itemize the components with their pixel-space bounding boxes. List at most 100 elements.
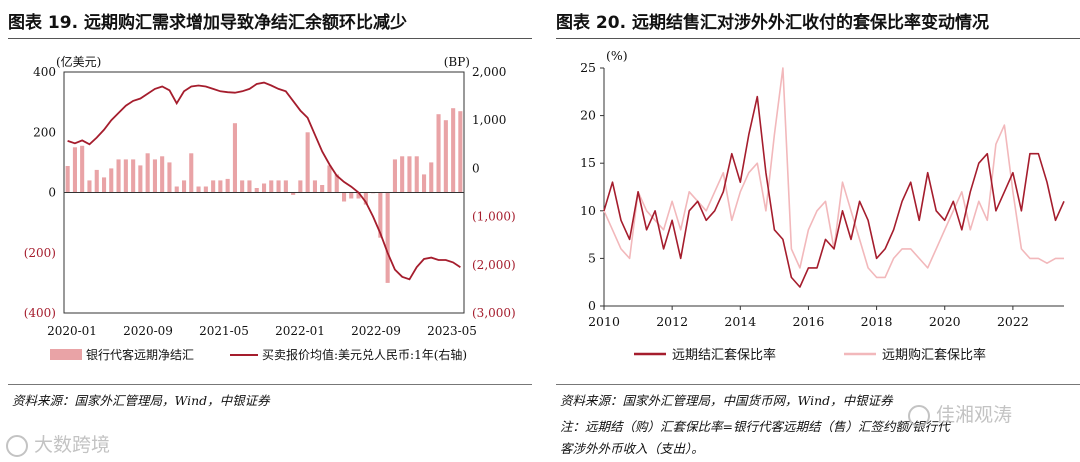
right-chart: 0 5 10 15 20 25 (%) 2010 2012 2014 2016 2018 2020 202… [580,48,1065,363]
left-source: 资料来源：国家外汇管理局，Wind，中银证券 [12,393,270,408]
right-x-tick-label: 2014 [724,314,756,329]
bar-net-forward-settlement [182,180,187,193]
x-tick-label: 2022-01 [275,324,325,338]
x-tick-label: 2020-01 [47,324,97,338]
bar-net-forward-settlement [160,156,165,193]
right-watermark-text: 佳湘观涛 [936,404,1013,426]
left-y-tick-label: 400 [33,65,56,79]
bar-net-forward-settlement [298,180,303,193]
left-watermark-text: 大数跨境 [34,434,111,456]
brand-logo-icon [6,434,28,457]
left-y-tick-label: 200 [33,125,56,139]
bar-net-forward-settlement [291,192,296,195]
bar-net-forward-settlement [240,180,245,193]
left-title-rule [8,38,532,39]
bar-net-forward-settlement [378,192,383,238]
bar-net-forward-settlement [167,162,172,193]
right-y-tick-label: 0 [472,161,480,175]
bar-net-forward-settlement [269,180,274,193]
bar-net-forward-settlement [356,192,361,199]
right-x-tick-label: 2012 [656,314,688,329]
left-y-tick-label: (200) [24,246,56,260]
right-y-tick-label: 5 [588,250,596,265]
bar-net-forward-settlement [138,165,143,193]
bar-net-forward-settlement [320,185,325,193]
right-y-tick-label: 20 [580,108,596,123]
right-y-tick-label: (1,000) [472,210,516,224]
left-axis-unit: (亿美元) [56,54,101,69]
bar-net-forward-settlement [254,188,259,193]
right-source: 资料来源：国家外汇管理局，中国货币网，Wind，中银证券 [560,393,893,408]
bar-net-forward-settlement [262,183,267,193]
bar-net-forward-settlement [436,114,441,193]
bar-net-forward-settlement [312,180,317,193]
x-tick-label: 2021-05 [199,324,249,338]
bar-net-forward-settlement [342,192,347,202]
right-x-tick-label: 2022 [997,314,1029,329]
bar-net-forward-settlement [414,156,419,193]
bar-net-forward-settlement [87,180,92,193]
bar-net-forward-settlement [174,186,179,193]
x-tick-label: 2020-09 [123,324,173,338]
left-y-tick-label: (400) [24,306,56,320]
right-title-rule [556,38,1080,39]
right-axis-unit: (BP) [444,55,470,69]
bar-net-forward-settlement [116,159,121,193]
bar-net-forward-settlement [145,153,150,193]
bar-net-forward-settlement [443,120,448,193]
right-y-tick-label: 2,000 [472,65,506,79]
right-y-tick-label: 25 [580,60,596,75]
line-usdcny-1y-swap [67,81,461,281]
bar-net-forward-settlement [363,192,368,205]
line-forward-settlement-hedge-ratio [603,95,1065,288]
legend-label-line: 买卖报价均值:美元兑人民币:1年(右轴) [262,347,467,362]
bar-net-forward-settlement [203,186,208,193]
bar-net-forward-settlement [400,156,405,193]
right-x-tick-label: 2010 [588,314,620,329]
bar-net-forward-settlement [109,168,114,193]
right-figure: 图表 20. 远期结售汇对涉外外汇收付的套保比率变动情况 0 5 10 15 20 25 (… [548,0,1080,462]
right-x-tick-label: 2016 [793,314,825,329]
right-source-rule [556,384,1080,385]
bar-net-forward-settlement [392,159,397,193]
right-note-line2: 客涉外外币收入（支出）。 [560,441,704,456]
right-y-tick-label: (3,000) [472,306,516,320]
bar-net-forward-settlement [131,159,136,193]
right-watermark: 佳湘观涛 [908,400,1012,427]
bar-net-forward-settlement [451,108,456,193]
bar-net-forward-settlement [305,132,310,193]
bar-net-forward-settlement [232,123,237,193]
right-y-tick-label: (2,000) [472,258,516,272]
bar-net-forward-settlement [152,159,157,193]
bar-net-forward-settlement [218,180,223,193]
left-y-tick-label: 0 [48,186,56,200]
left-chart-title: 图表 19. 远期购汇需求增加导致净结汇余额环比减少 [8,13,407,33]
left-figure: 图表 19. 远期购汇需求增加导致净结汇余额环比减少 400 200 0 (200) (… [0,0,532,462]
right-y-tick-label: 15 [580,155,596,170]
x-tick-label: 2023-05 [427,324,477,338]
right-x-tick-label: 2018 [861,314,893,329]
bar-net-forward-settlement [80,145,85,193]
bar-net-forward-settlement [385,192,390,283]
right-chart-title: 图表 20. 远期结售汇对涉外外汇收付的套保比率变动情况 [556,13,989,33]
bar-net-forward-settlement [189,153,194,193]
bar-net-forward-settlement [349,192,354,199]
left-watermark: 大数跨境 [6,430,110,457]
bar-net-forward-settlement [283,180,288,193]
legend-label-purchase: 远期购汇套保比率 [882,347,986,363]
bar-net-forward-settlement [72,147,77,193]
bar-net-forward-settlement [422,174,427,193]
right-y-tick-label: 10 [580,203,596,218]
bar-net-forward-settlement [247,180,252,193]
legend-label-bar: 银行代客远期净结汇 [86,347,194,362]
legend-swatch-bar [50,349,82,360]
left-chart: 400 200 0 (200) (400) 2,000 1,000 0 (1,000) (2,00… [24,54,516,362]
legend-label-settlement: 远期结汇套保比率 [672,347,776,363]
bar-net-forward-settlement [458,111,463,193]
bar-net-forward-settlement [407,156,412,193]
right-y-tick-label: 1,000 [472,113,506,127]
bar-net-forward-settlement [334,174,339,193]
bar-net-forward-settlement [123,159,128,193]
bar-net-forward-settlement [429,162,434,193]
bar-net-forward-settlement [196,186,201,193]
